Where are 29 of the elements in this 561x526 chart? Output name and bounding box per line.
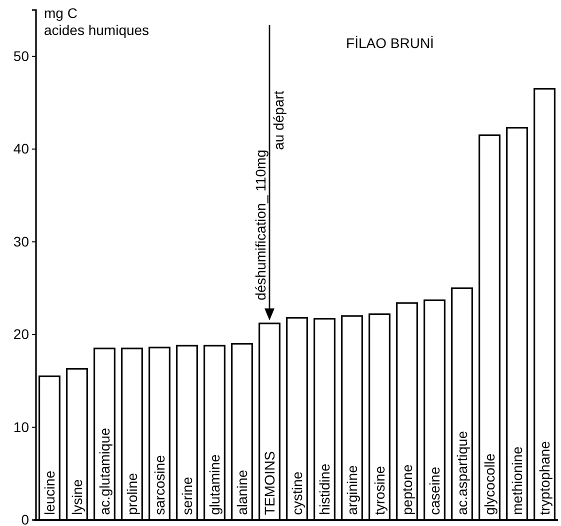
y-tick-label: 40 (13, 140, 30, 157)
x-tick-label: alanine (234, 470, 250, 515)
x-tick-label: serine (178, 476, 195, 515)
x-tick-label: proline (124, 472, 140, 515)
x-tick-label: cystine (289, 471, 305, 515)
x-tick-label: methionine (509, 446, 526, 515)
x-tick-label: arginine (344, 464, 360, 515)
y-axis-title: mg C acides humiques (44, 5, 150, 38)
x-tick-label: tryptophane (536, 440, 553, 515)
x-tick-label: TEMOINS (261, 451, 278, 515)
annotation: au départ (270, 90, 286, 150)
text: FİLAO BRUNİ (346, 35, 434, 51)
x-tick-label: glutamine (206, 454, 222, 515)
x-tick-label: glycocolle (482, 453, 498, 515)
x-tick-label: leucine (41, 470, 58, 515)
y-tick-label: 30 (13, 233, 30, 250)
x-tick-label: tyrosine (372, 466, 388, 515)
x-tick-label: ac.glutamique (96, 428, 112, 515)
y-tick-label: 20 (13, 326, 30, 342)
annotation: déshumification_ 110mg (252, 150, 268, 300)
x-tick-label: ac.aspartique (454, 430, 470, 515)
y-tick-label: 50 (13, 48, 30, 64)
y-tick-label: 10 (13, 418, 30, 435)
x-tick-label: peptone (399, 464, 416, 515)
x-tick-label: lysine (68, 478, 85, 515)
y-tick-label: 0 (21, 511, 30, 526)
x-tick-label: histidine (316, 463, 333, 515)
x-tick-label: caseine (426, 466, 443, 515)
x-tick-label: sarcosine (151, 454, 168, 515)
